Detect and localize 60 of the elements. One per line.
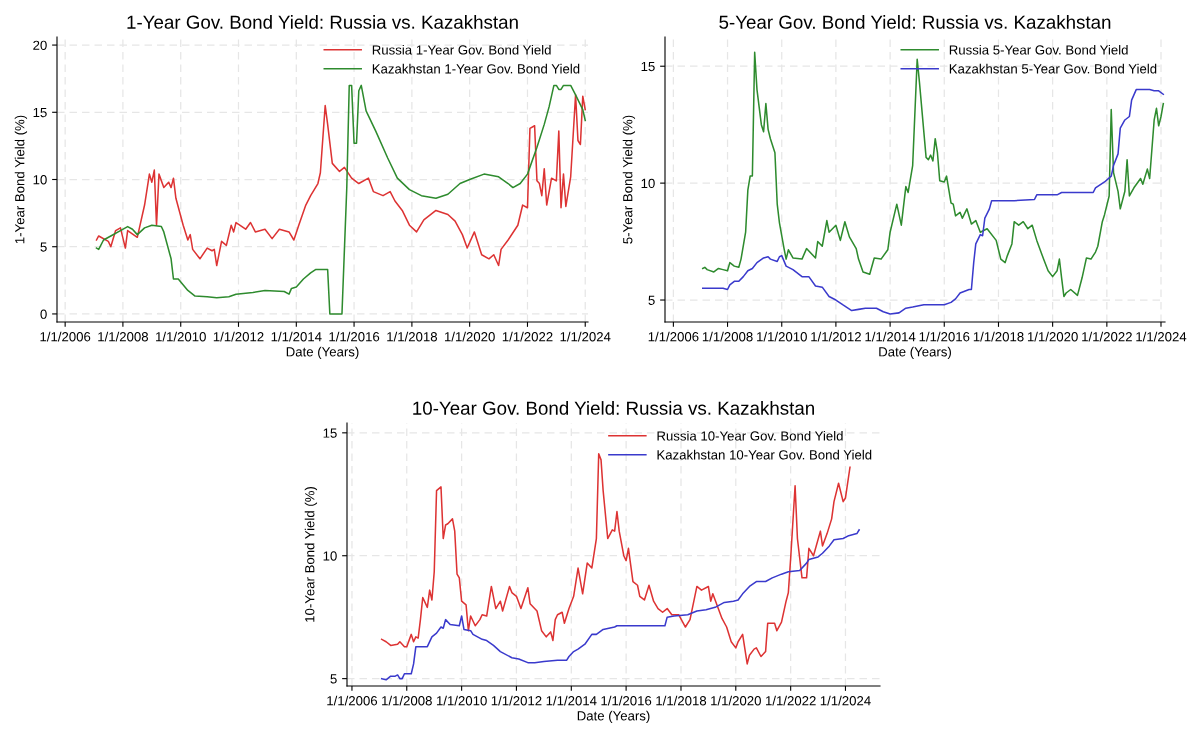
x-tick-label: 1/1/2010 bbox=[757, 331, 807, 342]
x-tick-label: 1/1/2022 bbox=[1082, 331, 1132, 342]
x-tick-label: 1/1/2020 bbox=[444, 331, 495, 342]
y-tick-label: 10 bbox=[323, 551, 337, 561]
x-tick-label: 1/1/2006 bbox=[648, 331, 699, 342]
x-axis-title: Date (Years) bbox=[577, 710, 650, 724]
x-tick-label: 1/1/2020 bbox=[711, 695, 761, 706]
x-tick-label: 1/1/2018 bbox=[387, 331, 438, 342]
y-axis-title: 10-Year Bond Yield (%) bbox=[304, 486, 318, 622]
y-axis-title: 5-Year Bond Yield (%) bbox=[622, 115, 636, 244]
x-tick-label: 1/1/2024 bbox=[820, 695, 871, 706]
y-tick-label: 5 bbox=[648, 295, 655, 305]
chart-title: 10-Year Gov. Bond Yield: Russia vs. Kazakhstan bbox=[413, 401, 814, 415]
legend-label: Russia 10-Year Gov. Bond Yield bbox=[657, 430, 843, 441]
y-tick-label: 5 bbox=[330, 674, 337, 684]
x-tick-label: 1/1/2014 bbox=[865, 331, 916, 342]
x-tick-label: 1/1/2018 bbox=[656, 695, 707, 706]
x-tick-label: 1/1/2010 bbox=[436, 695, 487, 706]
legend-label: Kazakhstan 5-Year Gov. Bond Yield bbox=[949, 63, 1157, 74]
x-tick-label: 1/1/2008 bbox=[702, 331, 753, 342]
y-tick-label: 0 bbox=[40, 309, 47, 319]
x-axis-title: Date (Years) bbox=[879, 346, 951, 360]
y-tick-label: 10 bbox=[641, 178, 655, 189]
x-tick-label: 1/1/2008 bbox=[382, 695, 432, 706]
x-tick-label: 1/1/2016 bbox=[329, 331, 380, 342]
x-tick-label: 1/1/2018 bbox=[973, 331, 1024, 342]
x-tick-label: 1/1/2008 bbox=[98, 331, 149, 342]
line-series bbox=[701, 88, 1165, 315]
legend-label: Kazakhstan 10-Year Gov. Bond Yield bbox=[657, 449, 872, 460]
legend-label: Kazakhstan 1-Year Gov. Bond Yield bbox=[372, 63, 580, 74]
y-tick-label: 5 bbox=[40, 242, 47, 252]
x-tick-label: 1/1/2024 bbox=[560, 331, 611, 342]
line-series bbox=[95, 94, 586, 267]
x-tick-label: 1/1/2012 bbox=[491, 695, 542, 706]
y-tick-label: 15 bbox=[323, 428, 337, 438]
x-tick-label: 1/1/2012 bbox=[811, 331, 861, 342]
y-tick-label: 15 bbox=[33, 107, 47, 118]
chart-title: 1-Year Gov. Bond Yield: Russia vs. Kazakhstan bbox=[127, 15, 518, 29]
x-tick-label: 1/1/2006 bbox=[327, 695, 378, 706]
y-axis-title: 1-Year Bond Yield (%) bbox=[14, 115, 28, 244]
x-tick-label: 1/1/2022 bbox=[502, 331, 553, 342]
x-tick-label: 1/1/2020 bbox=[1027, 331, 1078, 342]
line-series bbox=[380, 529, 860, 681]
x-tick-label: 1/1/2006 bbox=[40, 331, 91, 342]
chart-title: 5-Year Gov. Bond Yield: Russia vs. Kazakhstan bbox=[719, 15, 1111, 29]
x-axis-title: Date (Years) bbox=[286, 346, 359, 360]
x-tick-label: 1/1/2022 bbox=[765, 695, 816, 706]
x-tick-label: 1/1/2016 bbox=[919, 331, 970, 342]
x-tick-label: 1/1/2012 bbox=[213, 331, 264, 342]
x-tick-label: 1/1/2016 bbox=[601, 695, 652, 706]
x-tick-label: 1/1/2024 bbox=[1136, 331, 1187, 342]
x-tick-label: 1/1/2010 bbox=[156, 331, 206, 342]
y-tick-label: 10 bbox=[33, 175, 47, 185]
y-tick-label: 15 bbox=[641, 61, 655, 72]
line-series bbox=[95, 84, 586, 315]
x-tick-label: 1/1/2014 bbox=[546, 695, 597, 706]
legend-label: Russia 5-Year Gov. Bond Yield bbox=[949, 44, 1128, 55]
x-tick-label: 1/1/2014 bbox=[271, 331, 322, 342]
y-tick-label: 20 bbox=[33, 40, 47, 50]
legend-label: Russia 1-Year Gov. Bond Yield bbox=[372, 44, 551, 55]
